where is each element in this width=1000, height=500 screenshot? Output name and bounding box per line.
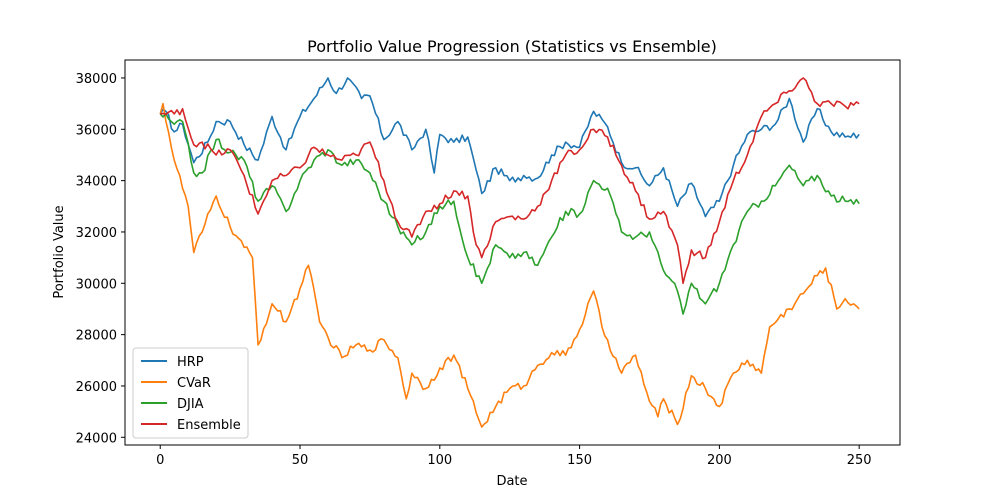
y-tick-label: 28000 <box>76 329 117 344</box>
series-line-ensemble <box>160 77 860 285</box>
legend: HRP CVaR DJIA Ensemble <box>132 347 249 439</box>
series-line-cvar <box>159 102 860 428</box>
x-tick-label: 200 <box>707 453 732 468</box>
series-layer <box>159 77 860 428</box>
y-axis-label: Portfolio Value <box>52 205 67 298</box>
plot-area <box>124 59 901 446</box>
y-tick-label: 32000 <box>76 226 117 241</box>
x-tick-label: 250 <box>847 453 872 468</box>
y-tick-label: 26000 <box>76 380 117 395</box>
legend-box <box>132 347 249 439</box>
x-tick-label: 50 <box>292 453 309 468</box>
chart-title: Portfolio Value Progression (Statistics … <box>307 37 717 56</box>
legend-label-ensemble: Ensemble <box>177 418 241 433</box>
x-axis-label: Date <box>496 474 527 489</box>
x-tick-label: 100 <box>427 453 452 468</box>
x-axis: 0 50 100 150 200 250 <box>156 445 872 468</box>
y-axis: 24000 26000 28000 30000 32000 34000 36000 38000 <box>76 72 125 446</box>
series-line-hrp <box>159 77 860 218</box>
legend-label-hrp: HRP <box>177 355 204 370</box>
legend-label-cvar: CVaR <box>177 376 211 391</box>
y-tick-label: 24000 <box>76 431 117 446</box>
legend-label-djia: DJIA <box>177 397 204 412</box>
y-tick-label: 30000 <box>76 277 117 292</box>
y-tick-label: 38000 <box>76 72 117 87</box>
y-tick-label: 36000 <box>76 123 117 138</box>
x-tick-label: 0 <box>156 453 164 468</box>
y-tick-label: 34000 <box>76 175 117 190</box>
x-tick-label: 150 <box>567 453 592 468</box>
series-line-djia <box>159 113 860 315</box>
